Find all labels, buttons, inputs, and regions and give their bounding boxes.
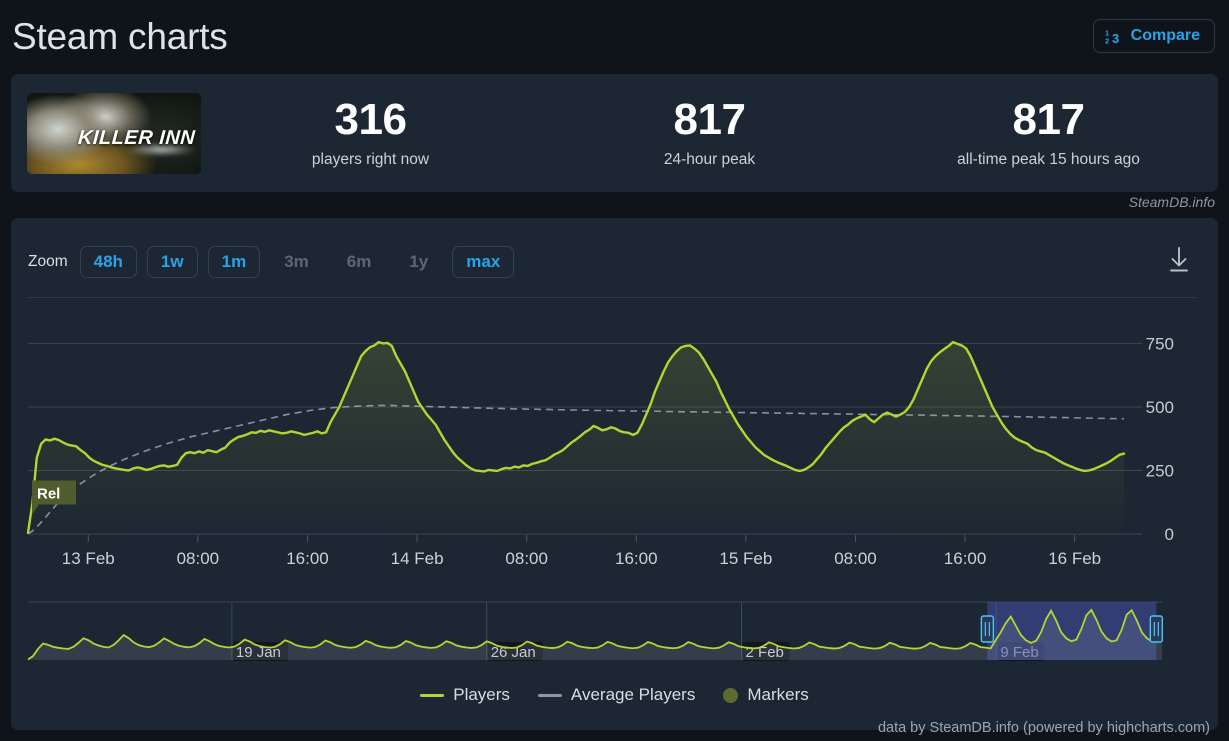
download-icon[interactable] <box>1166 245 1192 275</box>
svg-text:3: 3 <box>1112 31 1119 45</box>
x-axis-label: 16:00 <box>286 549 329 568</box>
players-line[interactable] <box>26 340 1126 534</box>
stat-value: 316 <box>334 95 407 145</box>
stat-value: 817 <box>1012 95 1085 145</box>
handle-body <box>980 615 995 643</box>
y-axis-label: 750 <box>1146 334 1174 353</box>
navigator-handle-right[interactable] <box>1149 615 1164 643</box>
chart-svg[interactable]: 750 500 250 0 13 Feb 08:00 16:00 14 Feb 08:00 16:… <box>11 218 1218 730</box>
legend-label: Markers <box>747 685 809 704</box>
release-marker[interactable]: Rel <box>32 480 76 515</box>
range-button-max[interactable]: max <box>452 245 515 279</box>
stat-caption: 24-hour peak <box>663 150 756 168</box>
average-players-line[interactable] <box>27 404 1125 535</box>
legend-label: Players <box>453 685 510 704</box>
svg-text:2: 2 <box>1105 36 1109 45</box>
x-axis-label: 13 Feb <box>62 549 115 568</box>
range-button-1m[interactable]: 1m <box>207 245 261 279</box>
players-chart[interactable]: 750 500 250 0 13 Feb 08:00 16:00 14 Feb 08:00 16:… <box>11 218 1218 730</box>
range-button-1w[interactable]: 1w <box>146 245 198 279</box>
game-capsule-art <box>27 92 201 174</box>
chart-credit: data by SteamDB.info (powered by highcha… <box>877 720 1210 736</box>
x-axis-label: 15 Feb <box>719 549 772 568</box>
y-axis-label: 0 <box>1165 525 1174 544</box>
game-capsule[interactable]: KILLER INN <box>27 92 201 174</box>
range-selector: Zoom 48h 1w 1m 3m 6m 1y max <box>28 242 1201 282</box>
stat-players-now: 316 players right now <box>201 97 540 168</box>
compare-button-label: Compare <box>1130 27 1200 44</box>
top-bar: Steam charts 1 2 3 Compare <box>0 0 1229 72</box>
legend-label: Average Players <box>570 685 696 704</box>
stat-caption: players right now <box>311 150 430 168</box>
stat-value: 817 <box>673 95 746 145</box>
toolbar-divider <box>28 297 1196 298</box>
stat-24h-peak: 817 24-hour peak <box>540 97 879 168</box>
compare-ranks-icon: 1 2 3 <box>1105 28 1124 45</box>
x-axis-label: 16 Feb <box>1048 549 1101 568</box>
legend-item-players[interactable]: Players <box>420 685 510 705</box>
x-axis-label: 08:00 <box>177 549 220 568</box>
steamdb-attribution: SteamDB.info <box>1128 194 1215 210</box>
stat-all-time-peak: 817 all-time peak 15 hours ago <box>879 97 1218 168</box>
navigator-x-label: 26 Jan <box>491 644 536 661</box>
range-button-6m[interactable]: 6m <box>333 246 386 279</box>
chart-legend: Players Average Players Markers <box>11 680 1218 710</box>
navigator-line <box>27 608 1163 661</box>
release-marker-flag <box>32 480 76 515</box>
chart-panel: Zoom 48h 1w 1m 3m 6m 1y max 750 500 250 0 13… <box>11 218 1218 736</box>
range-button-1y[interactable]: 1y <box>395 246 442 279</box>
range-button-3m[interactable]: 3m <box>270 246 323 279</box>
release-marker-label: Rel <box>37 485 60 502</box>
navigator-handle-left[interactable] <box>980 615 995 643</box>
handle-body <box>1149 615 1164 643</box>
page-title: Steam charts <box>12 15 228 57</box>
y-axis-label: 500 <box>1146 398 1174 417</box>
stat-caption: all-time peak 15 hours ago <box>957 150 1140 168</box>
y-axis-label: 250 <box>1146 461 1174 480</box>
x-axis-label: 16:00 <box>615 549 658 568</box>
x-axis-label: 16:00 <box>944 549 987 568</box>
compare-button[interactable]: 1 2 3 Compare <box>1092 19 1215 53</box>
x-axis-label: 14 Feb <box>391 549 444 568</box>
game-title: KILLER INN <box>77 126 196 149</box>
legend-line-icon <box>537 693 562 697</box>
x-axis-label: 08:00 <box>834 549 877 568</box>
x-axis-label: 08:00 <box>505 549 548 568</box>
legend-dot-icon <box>723 687 739 703</box>
zoom-label: Zoom <box>28 253 68 270</box>
legend-line-icon <box>420 693 445 697</box>
range-button-48h[interactable]: 48h <box>79 245 137 279</box>
svg-text:1: 1 <box>1105 28 1109 37</box>
navigator-selection[interactable] <box>987 602 1157 660</box>
legend-item-average-players[interactable]: Average Players <box>537 685 696 705</box>
legend-item-markers[interactable]: Markers <box>723 685 809 705</box>
stats-panel: KILLER INN 316 players right now 817 24-… <box>11 74 1218 192</box>
players-area <box>28 342 1124 534</box>
